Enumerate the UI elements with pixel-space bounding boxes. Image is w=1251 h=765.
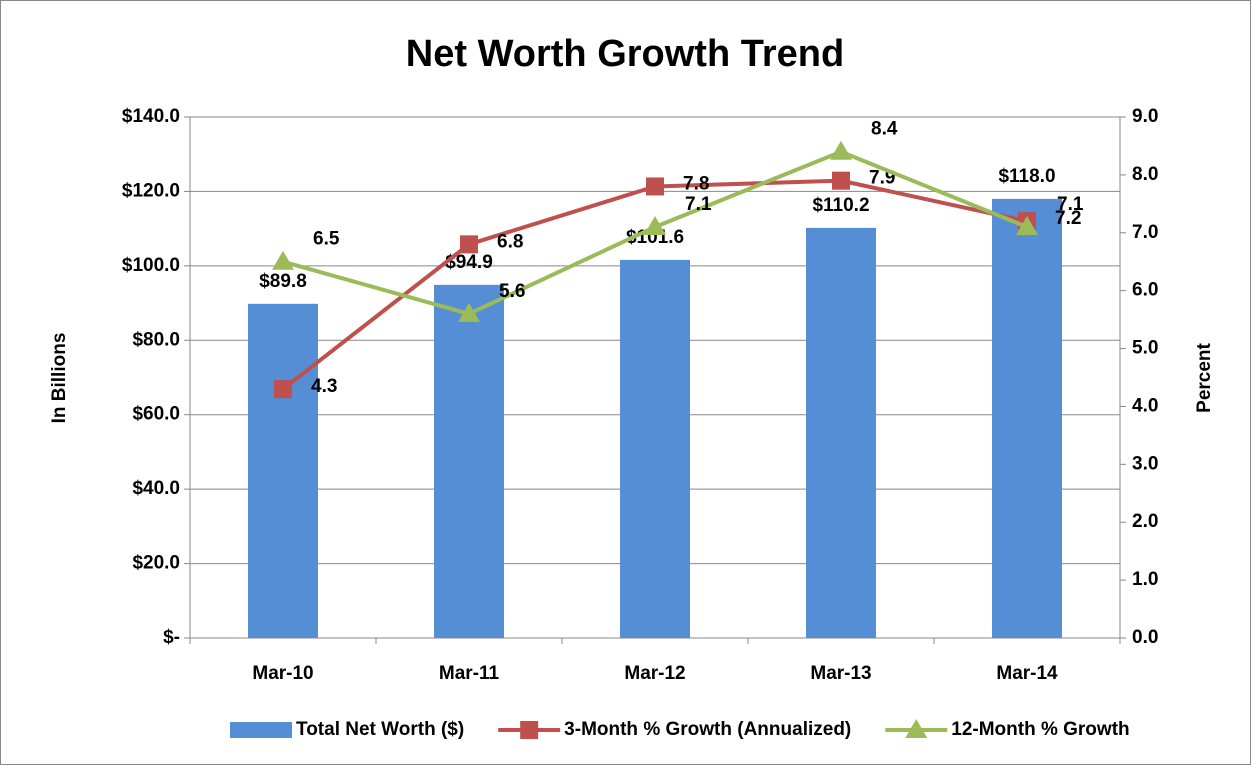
y-tick-label: $80.0	[132, 329, 180, 350]
chart-title: Net Worth Growth Trend	[406, 33, 844, 75]
line-marker	[460, 235, 478, 254]
y2-tick-label: 4.0	[1132, 395, 1158, 416]
y2-tick-label: 1.0	[1132, 569, 1158, 590]
x-tick-label: Mar-13	[810, 663, 871, 684]
line-marker	[272, 250, 294, 270]
y-tick-label: $140.0	[122, 106, 180, 127]
bar	[620, 259, 690, 638]
line-value-label: 7.8	[683, 173, 709, 194]
y-tick-label: $60.0	[132, 404, 180, 425]
x-tick-label: Mar-14	[996, 663, 1058, 684]
line-value-label: 7.1	[1057, 194, 1084, 215]
legend-label: Total Net Worth ($)	[296, 719, 464, 740]
y-tick-label: $120.0	[122, 180, 180, 201]
line-value-label: 7.2	[1055, 208, 1081, 229]
y2-tick-label: 7.0	[1132, 222, 1158, 243]
legend-label: 3-Month % Growth (Annualized)	[564, 719, 851, 740]
y2-tick-label: 5.0	[1132, 338, 1158, 359]
x-tick-label: Mar-11	[439, 663, 500, 684]
y-tick-label: $40.0	[132, 478, 180, 499]
line-marker	[646, 177, 664, 196]
y-axis-title: In Billions	[49, 333, 70, 424]
line-value-label: 4.3	[311, 376, 337, 397]
y-tick-label: $100.0	[122, 255, 180, 276]
legend-marker	[905, 719, 928, 738]
bar-value-label: $118.0	[998, 166, 1055, 187]
line-marker	[458, 302, 480, 322]
line-marker	[644, 215, 666, 235]
line-value-label: 6.8	[497, 231, 523, 252]
bar	[248, 303, 318, 638]
legend-swatch	[230, 722, 292, 738]
line-value-label: 5.6	[499, 281, 525, 302]
x-tick-label: Mar-12	[624, 663, 685, 684]
y2-tick-label: 3.0	[1132, 453, 1158, 474]
y2-tick-label: 6.0	[1132, 280, 1158, 301]
bar	[434, 284, 504, 638]
line-marker	[832, 171, 850, 190]
line-marker	[830, 140, 852, 160]
bar	[806, 227, 876, 639]
line-marker	[274, 380, 292, 399]
y2-tick-label: 0.0	[1132, 627, 1158, 648]
line-value-label: 8.4	[871, 119, 898, 140]
line-value-label: 6.5	[313, 229, 340, 250]
bar-value-label: $89.8	[259, 271, 307, 292]
bar	[992, 198, 1062, 638]
line-value-label: 7.1	[685, 194, 712, 215]
x-tick-label: Mar-10	[252, 663, 313, 684]
bar-value-label: $94.9	[445, 252, 493, 273]
y2-axis-title: Percent	[1194, 342, 1215, 412]
y-tick-label: $20.0	[132, 553, 180, 574]
line-marker	[1016, 215, 1038, 235]
legend-label: 12-Month % Growth	[951, 719, 1129, 740]
y2-tick-label: 9.0	[1132, 106, 1158, 127]
legend-marker	[520, 721, 539, 739]
y-tick-label: $-	[163, 627, 180, 648]
y2-tick-label: 2.0	[1132, 511, 1158, 532]
bar-value-label: $110.2	[812, 195, 869, 216]
y2-tick-label: 8.0	[1132, 164, 1158, 185]
